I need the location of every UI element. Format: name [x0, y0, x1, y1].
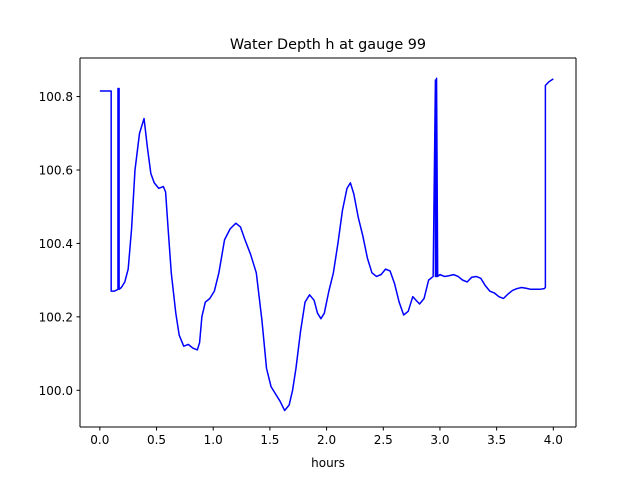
x-tick-label: 4.0: [544, 433, 563, 447]
x-tick-label: 3.5: [487, 433, 506, 447]
x-axis-ticks: 0.0 0.5 1.0 1.5 2.0 2.5 3.0 3.5 4.0: [90, 427, 563, 447]
y-tick-label: 100.4: [39, 237, 73, 251]
x-axis-label: hours: [311, 456, 345, 470]
x-tick-label: 1.5: [260, 433, 279, 447]
series-line: [99, 77, 554, 412]
plot-area: [80, 58, 576, 427]
y-tick-label: 100.6: [39, 163, 73, 177]
x-tick-label: 2.0: [317, 433, 336, 447]
x-tick-label: 0.5: [147, 433, 166, 447]
y-axis-ticks: 100.0 100.2 100.4 100.6 100.8: [39, 90, 80, 398]
series-layer: [99, 77, 554, 412]
x-tick-label: 3.0: [430, 433, 449, 447]
chart-title: Water Depth h at gauge 99: [230, 37, 426, 53]
y-tick-label: 100.8: [39, 90, 73, 104]
y-tick-label: 100.0: [39, 384, 73, 398]
x-tick-label: 2.5: [374, 433, 393, 447]
x-tick-label: 1.0: [204, 433, 223, 447]
y-tick-label: 100.2: [39, 310, 73, 324]
axes-frame: [79, 57, 577, 428]
x-tick-label: 0.0: [90, 433, 109, 447]
